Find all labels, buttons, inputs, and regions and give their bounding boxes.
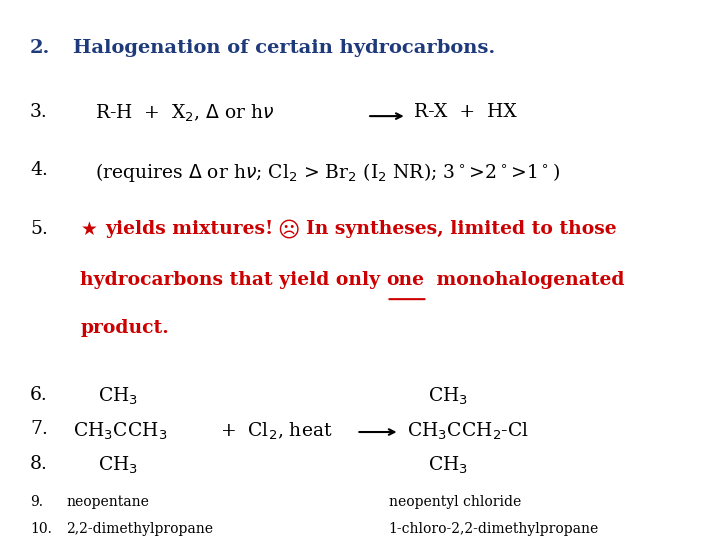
Text: ☹: ☹ — [277, 220, 300, 240]
Text: 2,2-dimethylpropane: 2,2-dimethylpropane — [66, 522, 213, 536]
Text: 9.: 9. — [30, 495, 43, 509]
Text: yields mixtures!: yields mixtures! — [105, 220, 274, 238]
Text: one: one — [387, 271, 425, 289]
Text: 4.: 4. — [30, 161, 48, 179]
Text: 7.: 7. — [30, 420, 48, 438]
Text: CH$_3$: CH$_3$ — [98, 386, 138, 407]
Text: 10.: 10. — [30, 522, 52, 536]
Text: neopentane: neopentane — [66, 495, 149, 509]
Text: 6.: 6. — [30, 386, 48, 403]
Text: CH$_3$: CH$_3$ — [428, 386, 468, 407]
Text: (requires $\Delta$ or h$\nu$; Cl$_2$ > Br$_2$ (I$_2$ NR); 3$^\circ$>2$^\circ$>1$: (requires $\Delta$ or h$\nu$; Cl$_2$ > B… — [94, 161, 559, 185]
Text: 1-chloro-2,2-dimethylpropane: 1-chloro-2,2-dimethylpropane — [389, 522, 599, 536]
Text: product.: product. — [81, 319, 169, 337]
Text: In syntheses, limited to those: In syntheses, limited to those — [306, 220, 617, 238]
Text: CH$_3$: CH$_3$ — [98, 455, 138, 476]
Text: R-X  +  HX: R-X + HX — [414, 103, 516, 121]
Text: hydrocarbons that yield only: hydrocarbons that yield only — [81, 271, 387, 289]
Text: CH$_3$CCH$_3$: CH$_3$CCH$_3$ — [73, 420, 167, 442]
Text: 2.: 2. — [30, 39, 50, 57]
Text: ★: ★ — [81, 220, 97, 239]
Text: CH$_3$: CH$_3$ — [428, 455, 468, 476]
Text: Halogenation of certain hydrocarbons.: Halogenation of certain hydrocarbons. — [73, 39, 495, 57]
Text: neopentyl chloride: neopentyl chloride — [389, 495, 521, 509]
Text: 5.: 5. — [30, 220, 48, 238]
Text: CH$_3$CCH$_2$-Cl: CH$_3$CCH$_2$-Cl — [407, 420, 528, 442]
Text: R-H  +  X$_2$, $\Delta$ or h$\nu$: R-H + X$_2$, $\Delta$ or h$\nu$ — [94, 103, 274, 124]
Text: 8.: 8. — [30, 455, 48, 473]
Text: monohalogenated: monohalogenated — [431, 271, 625, 289]
Text: +  Cl$_2$, heat: + Cl$_2$, heat — [220, 420, 333, 442]
Text: 3.: 3. — [30, 103, 48, 121]
